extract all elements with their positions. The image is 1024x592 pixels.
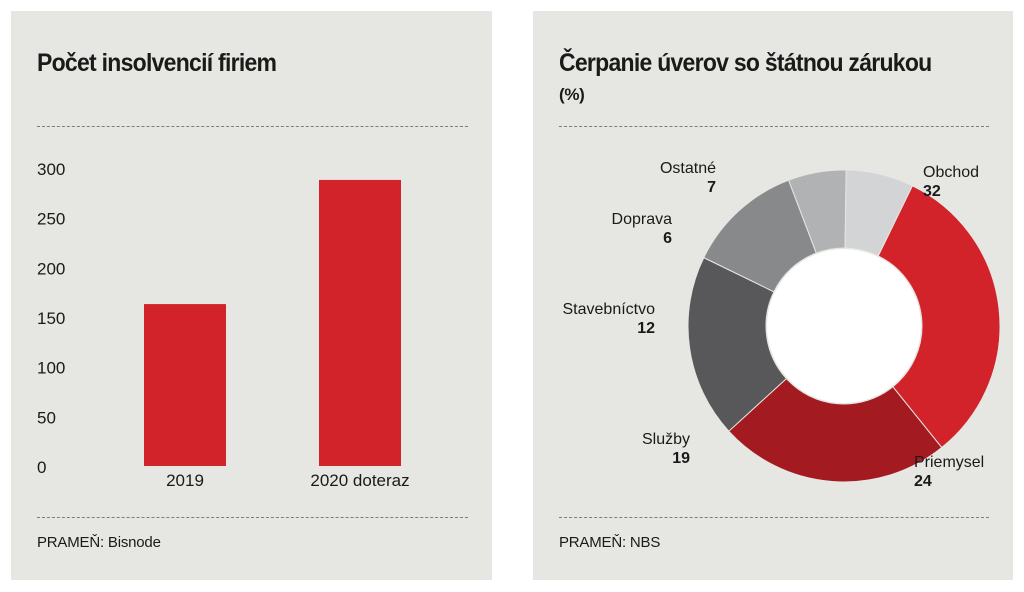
slice-value: 32 <box>923 183 941 200</box>
x-tick-label: 2019 <box>166 471 204 490</box>
slice-label: Ostatné <box>660 160 716 177</box>
bar-chart: 0 50 100 150 200 250 300 2019 2020 doteraz <box>37 160 410 490</box>
bottom-divider <box>559 517 989 518</box>
insolvency-chart-title: Počet insolvencií firiem <box>37 49 277 77</box>
slice-label: Doprava <box>612 211 673 228</box>
top-divider <box>37 126 468 127</box>
slice-label: Priemysel <box>914 454 984 471</box>
y-tick-label: 200 <box>37 259 65 278</box>
donut-hole <box>767 249 921 403</box>
loans-panel: Čerpanie úverov so štátnou zárukou (%) O… <box>533 11 1013 580</box>
y-tick-label: 150 <box>37 309 65 328</box>
donut-slice <box>728 377 943 483</box>
slice-label: Obchod <box>923 164 979 181</box>
y-tick-label: 0 <box>37 458 46 477</box>
bottom-divider <box>37 517 468 518</box>
slice-value: 12 <box>637 320 655 337</box>
donut-slice <box>844 169 914 257</box>
top-divider <box>559 126 989 127</box>
donut-slice <box>687 256 788 432</box>
unit-label: (%) <box>559 85 585 104</box>
slice-label: Stavebníctvo <box>563 301 656 318</box>
y-tick-label: 300 <box>37 160 65 179</box>
slice-value: 19 <box>672 450 690 467</box>
bar <box>144 304 226 466</box>
slice-value: 7 <box>707 179 716 196</box>
source-note: PRAMEŇ: Bisnode <box>37 534 161 551</box>
bar <box>319 179 401 467</box>
slice-label: Služby <box>642 431 690 448</box>
y-tick-label: 100 <box>37 359 65 378</box>
x-tick-label: 2020 doteraz <box>310 471 409 490</box>
loans-chart-title: Čerpanie úverov so štátnou zárukou <box>559 49 932 77</box>
slice-value: 6 <box>663 230 672 247</box>
source-note: PRAMEŇ: NBS <box>559 534 661 551</box>
insolvency-panel: Počet insolvencií firiem 0 50 100 150 200 250… <box>11 11 492 580</box>
y-tick-label: 250 <box>37 210 65 229</box>
donut-chart: Obchod 32 Priemysel 24 Služby 19 Stavebníctvo 1… <box>563 160 1001 490</box>
y-tick-label: 50 <box>37 408 56 427</box>
donut-slice <box>877 185 1001 449</box>
slice-value: 24 <box>914 473 932 490</box>
